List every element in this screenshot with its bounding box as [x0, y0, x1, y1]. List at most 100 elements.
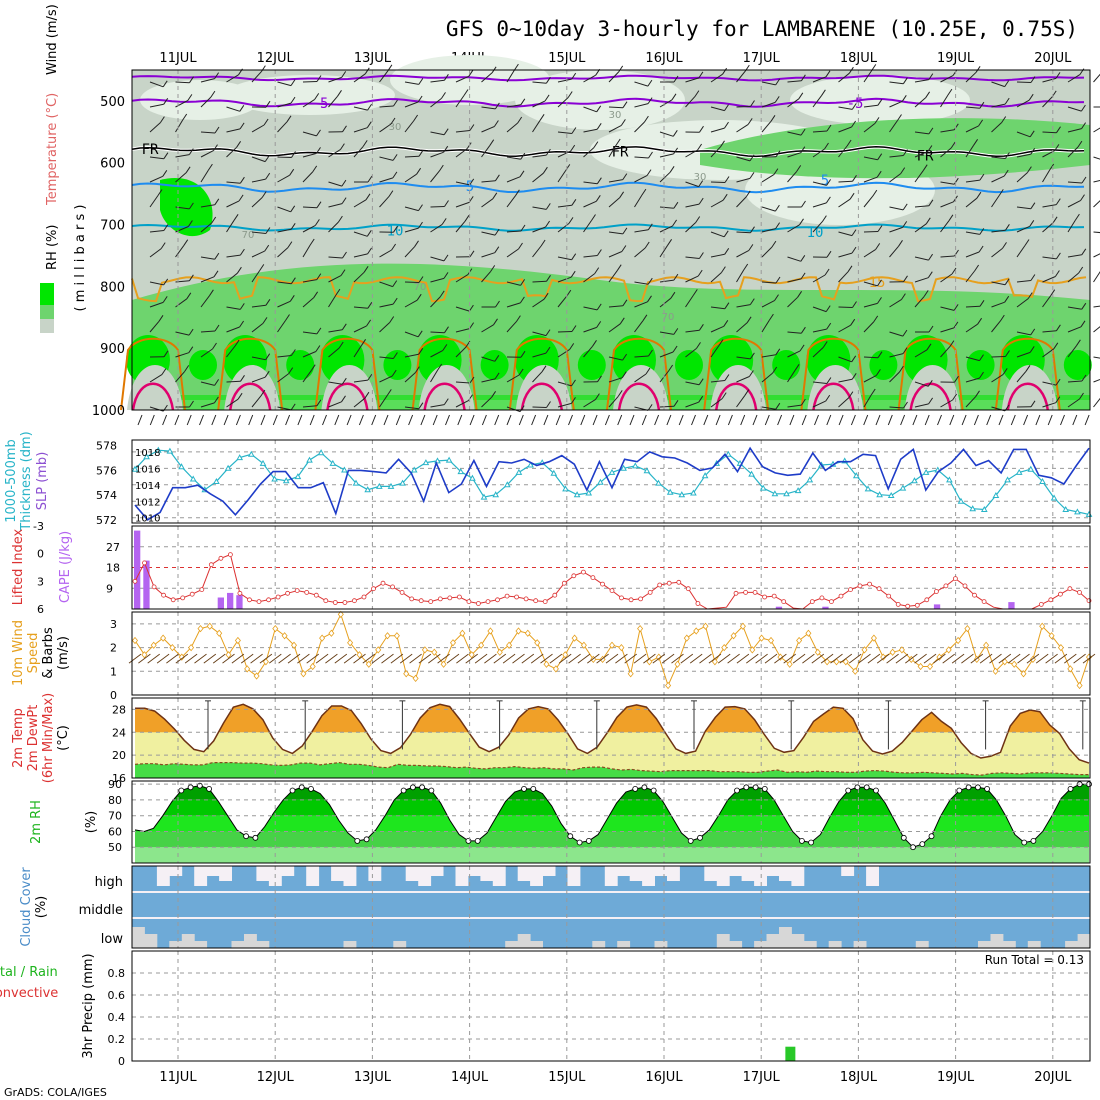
wind10-marker — [721, 643, 728, 652]
upper-wind-barb-flag — [162, 170, 168, 177]
slp-marker — [503, 481, 511, 488]
cape-tick: 9 — [106, 582, 113, 595]
upper-wind-barb-flag — [902, 329, 908, 337]
wind10-barb — [1045, 653, 1058, 664]
upper-wind-barb-flag — [647, 277, 653, 285]
upper-wind-barb-flag — [848, 391, 854, 398]
wind10-marker — [1048, 632, 1055, 640]
upper-wind-barb — [149, 320, 160, 333]
upper-wind-barb — [812, 148, 825, 158]
upper-wind-barb-flag — [979, 173, 985, 181]
wind10-marker — [852, 667, 859, 675]
surface-wind-barb — [764, 414, 770, 426]
slp-marker — [631, 462, 639, 469]
lifted-index-marker — [542, 599, 548, 604]
upper-wind-barb — [532, 172, 544, 183]
upper-wind-barb-flag — [443, 254, 449, 262]
upper-wind-barb-flag — [571, 325, 577, 332]
upper-wind-barb — [1016, 351, 1031, 358]
upper-wind-barb-flag — [597, 375, 602, 383]
surface-wind-barb — [199, 414, 204, 426]
surface-wind-barb — [260, 414, 266, 426]
upper-wind-barb — [200, 295, 210, 308]
upper-wind-barb-flag — [672, 130, 678, 137]
upper-wind-barb-flag — [1001, 116, 1007, 123]
upper-wind-barb — [200, 169, 209, 183]
isotherm-25 — [714, 382, 758, 411]
upper-wind-barb — [455, 95, 465, 108]
wind10-barb — [1035, 653, 1049, 664]
upper-wind-barb — [1016, 153, 1031, 158]
surface-wind-barb — [592, 414, 598, 426]
upper-wind-barb-flag — [264, 244, 270, 252]
upper-wind-barb-flag — [441, 92, 446, 99]
wind10-frame — [131, 611, 1091, 696]
slp-tick: 1010 — [135, 514, 160, 525]
rh2m-marker — [289, 787, 296, 794]
surface-wind-barb — [555, 414, 561, 426]
upper-wind-barb — [685, 77, 700, 83]
upper-wind-barb-flag — [392, 154, 398, 161]
cloud-high-gap — [617, 866, 631, 876]
upper-wind-barb-flag — [928, 397, 934, 405]
upper-wind-barb-flag — [1055, 72, 1061, 79]
upper-wind-barb — [226, 181, 241, 184]
cloud-high-gap — [156, 866, 170, 886]
upper-wind-barb-flag — [341, 71, 347, 78]
lifted-index-marker — [628, 597, 634, 603]
upper-wind-barb — [914, 277, 929, 283]
upper-wind-barb-flag — [314, 219, 320, 226]
upper-wind-barb-flag — [797, 291, 803, 298]
upper-wind-barb — [659, 351, 674, 358]
wind10-marker — [702, 622, 709, 630]
upper-wind-barb — [812, 202, 827, 208]
isotherm-label: 5 — [466, 179, 474, 195]
upper-wind-barb — [761, 246, 773, 258]
slp-marker — [643, 467, 651, 474]
upper-wind-barb — [583, 128, 598, 133]
upper-wind-barb-flag — [849, 192, 855, 200]
wind10-barb — [1064, 653, 1077, 664]
precip-frame — [131, 950, 1091, 1062]
upper-wind-barb — [838, 106, 853, 110]
upper-wind-barb — [1016, 370, 1027, 383]
cloud-high-gap — [729, 866, 743, 876]
upper-wind-barb-flag — [188, 346, 194, 353]
upper-wind-barb — [583, 200, 597, 208]
upper-wind-barb-flag — [212, 342, 217, 350]
slp-marker — [317, 449, 325, 456]
upper-wind-barb — [200, 78, 215, 83]
upper-wind-barb — [532, 245, 542, 258]
upper-wind-barb-flag — [850, 318, 856, 326]
upper-wind-barb — [914, 223, 927, 233]
rh2m-marker — [761, 786, 768, 792]
upper-wind-barb-flag — [335, 288, 341, 296]
upper-wind-barb — [685, 401, 699, 408]
upper-wind-barb — [506, 69, 515, 83]
upper-wind-barb — [940, 273, 953, 283]
upper-wind-barb-flag — [1004, 278, 1010, 285]
isotherm-label: FR — [917, 148, 934, 164]
upper-wind-barb — [710, 199, 724, 208]
wind10-barb — [1026, 653, 1040, 664]
upper-wind-barb-flag — [519, 296, 525, 304]
upper-wind-barb — [251, 304, 266, 308]
slp-marker — [1015, 468, 1023, 475]
upper-wind-barb — [455, 274, 469, 283]
upper-wind-barb — [965, 145, 975, 158]
upper-wind-barb-flag — [979, 228, 985, 235]
upper-wind-barb-flag — [750, 100, 755, 107]
upper-wind-barb-flag — [799, 218, 804, 226]
upper-wind-barb-flag — [444, 200, 449, 207]
isotherm-label: FR — [612, 145, 629, 161]
upper-wind-barb — [608, 179, 623, 183]
surface-wind-barb — [850, 414, 856, 426]
cloud-frame — [131, 865, 1091, 949]
upper-wind-barb-flag — [571, 253, 577, 260]
upper-wind-barb-flag — [188, 148, 194, 155]
isotherm-label: 5 — [821, 173, 829, 189]
upper-wind-barb — [379, 281, 393, 288]
upper-wind-barb-flag — [648, 151, 653, 159]
upper-wind-barb-flag — [490, 265, 496, 272]
wind10-marker — [964, 624, 971, 633]
